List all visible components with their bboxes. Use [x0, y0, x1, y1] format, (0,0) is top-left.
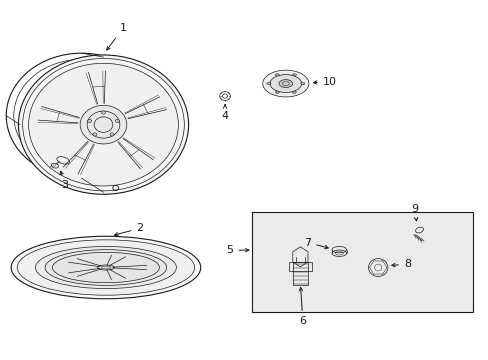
- Ellipse shape: [102, 111, 105, 114]
- Ellipse shape: [97, 265, 114, 270]
- Ellipse shape: [110, 133, 114, 136]
- Ellipse shape: [292, 91, 296, 93]
- Ellipse shape: [87, 119, 91, 122]
- Text: 1: 1: [106, 23, 126, 50]
- Bar: [288, 262, 311, 271]
- Ellipse shape: [262, 70, 308, 97]
- Ellipse shape: [279, 80, 292, 87]
- Text: 8: 8: [391, 259, 410, 269]
- Ellipse shape: [292, 74, 296, 76]
- Text: 2: 2: [114, 223, 143, 236]
- Text: 4: 4: [221, 105, 228, 121]
- Text: 5: 5: [226, 245, 248, 255]
- Ellipse shape: [80, 105, 126, 144]
- Text: 7: 7: [304, 238, 327, 249]
- Ellipse shape: [93, 133, 97, 136]
- Text: 3: 3: [60, 171, 68, 190]
- Ellipse shape: [269, 75, 301, 93]
- Ellipse shape: [266, 82, 270, 85]
- Ellipse shape: [35, 247, 176, 289]
- Bar: [251, 212, 472, 312]
- Bar: [292, 262, 307, 285]
- Ellipse shape: [17, 240, 194, 295]
- Ellipse shape: [19, 55, 188, 194]
- Text: 9: 9: [410, 203, 417, 221]
- Ellipse shape: [275, 74, 279, 76]
- Text: 10: 10: [313, 77, 336, 87]
- Ellipse shape: [275, 91, 279, 93]
- Ellipse shape: [11, 236, 201, 299]
- Ellipse shape: [45, 249, 166, 285]
- Ellipse shape: [52, 252, 159, 283]
- Ellipse shape: [29, 63, 178, 186]
- Ellipse shape: [115, 119, 119, 122]
- Ellipse shape: [300, 82, 304, 85]
- Text: 6: 6: [299, 287, 305, 326]
